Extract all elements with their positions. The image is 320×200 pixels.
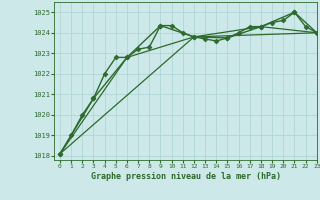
X-axis label: Graphe pression niveau de la mer (hPa): Graphe pression niveau de la mer (hPa) [91,172,281,181]
